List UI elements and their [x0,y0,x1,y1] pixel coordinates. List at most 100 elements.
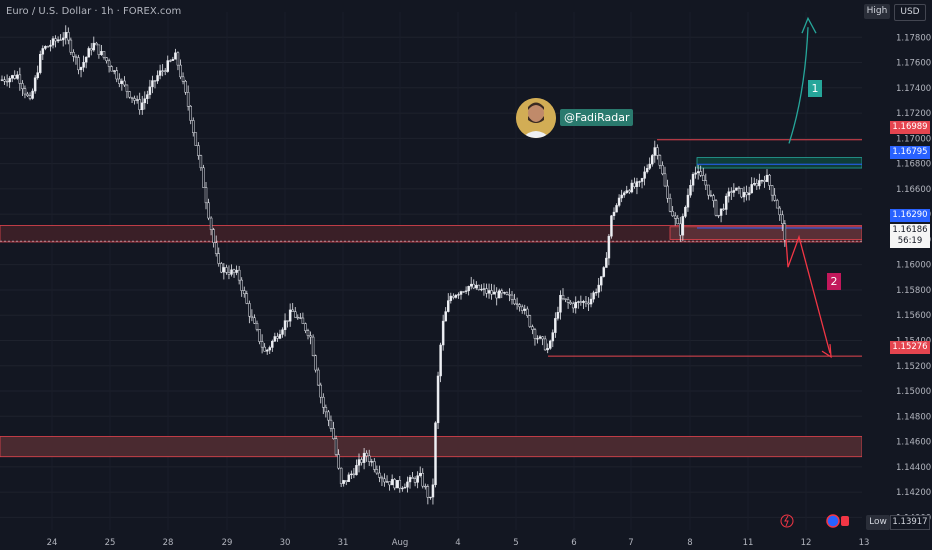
candle-body [102,51,106,58]
current-price-badge: 1.16186 [890,224,930,237]
bottom-icons [780,514,849,528]
bearish-arrowhead [821,344,832,359]
candle-body [153,80,157,82]
candle-body [299,317,302,319]
candle-body [0,79,4,81]
candle-body [477,284,481,290]
candle-body [520,306,524,311]
candle-body [467,286,470,292]
candle-body [702,175,705,181]
candle-body [449,295,453,301]
candle-body [390,479,394,486]
currency-button[interactable]: USD [894,4,926,21]
candle-body [217,253,220,264]
candle-body [59,39,62,41]
candle-body [464,290,468,292]
candle-body [778,207,781,216]
time-tick-label: 5 [513,538,518,548]
candle-body [536,338,539,340]
time-tick-label: 13 [859,538,870,548]
candle-body [612,211,616,216]
candle-body [291,309,294,312]
countdown-badge: 56:19 [890,235,930,248]
candle-body [26,93,29,96]
candle-body [686,194,690,208]
candle-body [79,67,83,71]
candle-body [16,74,19,79]
candle-body [95,42,98,46]
candle-body [403,486,407,489]
candle-body [602,267,606,277]
candle-body [74,56,78,58]
candle-body [561,294,565,300]
candle-body [763,180,766,182]
candle-body [207,202,210,219]
candle-body [490,290,493,295]
price-tick-label: 1.16800 [896,160,931,170]
candle-body [334,438,338,455]
time-tick-label: 4 [455,538,460,548]
price-axis[interactable]: 1.140001.142001.144001.146001.148001.150… [862,0,932,550]
high-button[interactable]: High [864,4,890,19]
candle-body [33,77,37,92]
candle-body [459,291,463,295]
candle-body [714,200,718,216]
candle-body [745,192,748,196]
candle-body [579,301,583,303]
events-icon[interactable] [826,514,840,528]
time-tick-label: 28 [163,538,174,548]
candles [0,25,787,505]
price-tick-label: 1.15200 [896,362,931,372]
candle-body [469,283,473,287]
candle-body [401,487,404,490]
candle-body [189,106,192,121]
candle-body [429,496,432,499]
candle-body [724,195,728,210]
candle-body [589,298,593,305]
candle-body [385,481,389,483]
candle-body [526,308,529,316]
time-axis[interactable]: 24 25 28 29 30 31 Aug 4 5 6 7 8 11 12 13 [47,538,870,548]
price-tick-label: 1.17800 [896,33,931,43]
author-handle: @FadiRadar [560,109,634,126]
candle-body [569,302,572,305]
dividend-flag-icon[interactable] [841,516,849,526]
candle-body [681,216,685,236]
candle-body [709,194,713,197]
price-tick-label: 1.14400 [896,463,931,473]
candle-body [691,173,695,186]
candle-body [339,467,343,484]
flash-icon[interactable] [780,514,794,528]
candle-body [457,294,460,296]
candle-body [663,173,667,187]
candle-body [329,419,333,429]
candle-body [597,284,600,293]
candle-body [258,329,261,342]
candle-body [658,155,662,166]
candle-body [783,223,787,241]
candle-body [373,461,376,470]
time-tick-label: 7 [628,538,633,548]
candle-body [90,48,93,51]
candle-body [737,187,741,189]
candle-body [666,185,669,199]
candle-body [186,92,190,107]
candle-body [273,336,277,342]
resistance-zone-highlight [669,226,863,240]
candle-body [492,291,496,295]
candle-body [337,454,340,469]
candle-body [77,57,80,71]
candle-body [245,293,249,304]
candle-body [362,452,366,463]
time-tick-label: 30 [280,538,291,548]
bullish-arrow-path [788,27,809,144]
candle-body [628,190,631,193]
candle-body [645,168,649,173]
candle-body [240,279,243,291]
candle-body [311,336,315,357]
candle-body [648,163,651,169]
candle-body [554,318,557,333]
candle-body [253,317,256,324]
candle-body [69,39,73,53]
